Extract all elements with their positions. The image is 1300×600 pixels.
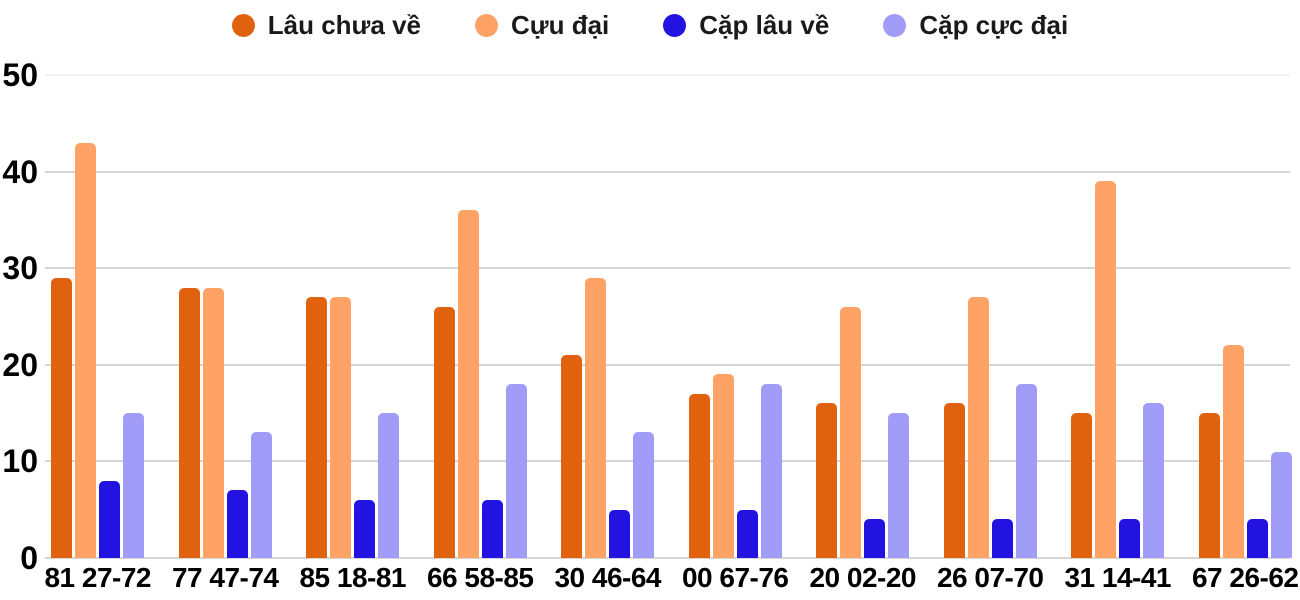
x-axis-baseline (45, 557, 1290, 559)
bar[interactable] (888, 413, 910, 558)
bar[interactable] (378, 413, 400, 558)
x-axis-label: 77 47-74 (171, 562, 279, 593)
bar[interactable] (816, 403, 838, 558)
x-axis-label: 67 26-62 (1191, 562, 1299, 593)
bar[interactable] (330, 297, 352, 558)
bar[interactable] (354, 500, 376, 558)
x-axis-label: 81 27-72 (44, 562, 152, 593)
legend-item[interactable]: Cựu đại (475, 10, 609, 41)
legend-item[interactable]: Cặp lâu về (663, 10, 829, 41)
x-axis-label: 30 46-64 (554, 562, 662, 593)
legend-label: Cựu đại (511, 9, 610, 40)
bar[interactable] (1143, 403, 1165, 558)
legend-marker-circle-icon (231, 13, 255, 37)
bar[interactable] (123, 413, 145, 558)
bar-group (1182, 0, 1300, 558)
bar-group (927, 0, 1055, 558)
bar[interactable] (688, 394, 710, 558)
bar[interactable] (250, 432, 272, 558)
bar[interactable] (561, 355, 583, 558)
bar[interactable] (306, 297, 328, 558)
bar[interactable] (226, 490, 248, 558)
x-axis-label: 85 18-81 (299, 562, 407, 593)
y-axis-label: 10 (2, 443, 38, 480)
legend: Lâu chưa về Cựu đại Cặp lâu về Cặp cực đại (0, 4, 1300, 46)
bar[interactable] (99, 481, 121, 558)
bar[interactable] (1095, 181, 1117, 558)
bar[interactable] (633, 432, 655, 558)
bar[interactable] (840, 307, 862, 558)
bar[interactable] (51, 278, 73, 558)
y-axis-label: 50 (2, 57, 38, 93)
bar-group (1054, 0, 1182, 558)
legend-marker-circle-icon (883, 13, 907, 37)
bar[interactable] (202, 288, 224, 558)
bar[interactable] (760, 384, 782, 558)
legend-marker-circle-icon (475, 13, 498, 37)
y-axis-label: 40 (2, 153, 38, 190)
bar[interactable] (1270, 452, 1292, 558)
bar[interactable] (609, 510, 631, 558)
bar-groups (34, 0, 1300, 558)
legend-item[interactable]: Cặp cực đại (883, 10, 1068, 41)
bar[interactable] (457, 210, 479, 558)
bar[interactable] (712, 374, 734, 558)
y-axis-label: 30 (2, 250, 38, 287)
bar-group (799, 0, 927, 558)
legend-label: Cặp cực đại (919, 9, 1069, 40)
bar[interactable] (505, 384, 527, 558)
x-axis: 81 27-72 77 47-74 85 18-81 66 58-85 30 46-64… (34, 562, 1300, 598)
x-axis-label: 26 07-70 (936, 562, 1044, 593)
bar-group (289, 0, 417, 558)
bar[interactable] (1071, 413, 1093, 558)
x-axis-label: 00 67-76 (681, 562, 789, 593)
x-axis-label: 31 14-41 (1064, 562, 1172, 593)
y-axis-label: 20 (2, 346, 38, 383)
bar-group (417, 0, 545, 558)
bar-group (672, 0, 800, 558)
bar[interactable] (864, 519, 886, 558)
bar[interactable] (943, 403, 965, 558)
bar[interactable] (1246, 519, 1268, 558)
grid-line (45, 363, 1290, 366)
grid-line (45, 460, 1290, 463)
legend-marker-circle-icon (663, 13, 687, 37)
grid-line (45, 267, 1290, 270)
legend-item[interactable]: Lâu chưa về (231, 9, 421, 41)
bar-group (162, 0, 290, 558)
bar[interactable] (1222, 345, 1244, 558)
bar[interactable] (736, 510, 758, 558)
grid-line (45, 74, 1290, 76)
x-axis-label: 20 02-20 (809, 562, 917, 593)
bar[interactable] (1015, 384, 1037, 558)
bar[interactable] (1198, 413, 1220, 558)
bar[interactable] (1119, 519, 1141, 558)
bar[interactable] (481, 500, 503, 558)
bar[interactable] (433, 307, 455, 558)
legend-label: Cặp lâu về (699, 9, 830, 40)
bar-group (34, 0, 162, 558)
bar[interactable] (967, 297, 989, 558)
grid-line (45, 170, 1290, 173)
y-axis-label: 0 (20, 540, 38, 576)
bar[interactable] (178, 288, 200, 558)
bar[interactable] (991, 519, 1013, 558)
bar[interactable] (585, 278, 607, 558)
bar[interactable] (75, 143, 97, 558)
bar-group (544, 0, 672, 558)
x-axis-label: 66 58-85 (426, 562, 534, 593)
legend-label: Lâu chưa về (267, 9, 421, 40)
